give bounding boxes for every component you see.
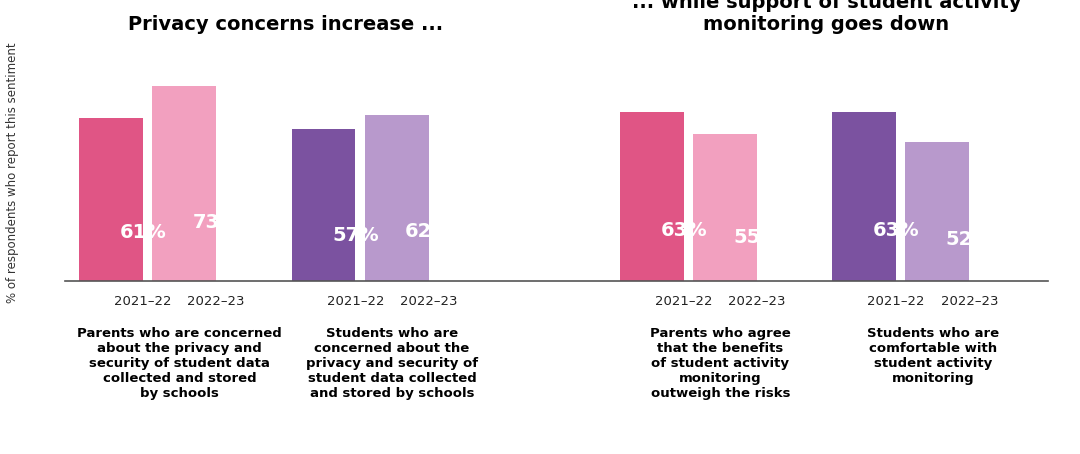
Bar [292, 128, 355, 281]
Bar [833, 113, 896, 281]
Text: Students who are
concerned about the
privacy and security of
student data collec: Students who are concerned about the pri… [306, 327, 478, 400]
Text: 73%: 73% [193, 213, 240, 232]
Text: 52%: 52% [946, 230, 993, 249]
Bar [152, 86, 216, 281]
Text: ... while support of student activity
monitoring goes down: ... while support of student activity mo… [632, 0, 1022, 34]
Text: 62%: 62% [405, 222, 451, 241]
Text: Parents who are concerned
about the privacy and
security of student data
collect: Parents who are concerned about the priv… [78, 327, 282, 400]
Bar [620, 113, 684, 281]
Bar [905, 142, 969, 281]
Text: Students who are
comfortable with
student activity
monitoring: Students who are comfortable with studen… [866, 327, 999, 385]
Text: 57%: 57% [333, 226, 379, 245]
Text: % of respondents who report this sentiment: % of respondents who report this sentime… [6, 42, 19, 303]
Bar [365, 115, 429, 281]
Bar [79, 118, 144, 281]
Bar [693, 134, 757, 281]
Text: 55%: 55% [733, 228, 781, 247]
Text: Privacy concerns increase ...: Privacy concerns increase ... [129, 15, 444, 34]
Text: 63%: 63% [873, 221, 919, 240]
Text: Parents who agree
that the benefits
of student activity
monitoring
outweigh the : Parents who agree that the benefits of s… [650, 327, 791, 400]
Text: 61%: 61% [120, 223, 166, 242]
Text: 63%: 63% [661, 221, 707, 240]
